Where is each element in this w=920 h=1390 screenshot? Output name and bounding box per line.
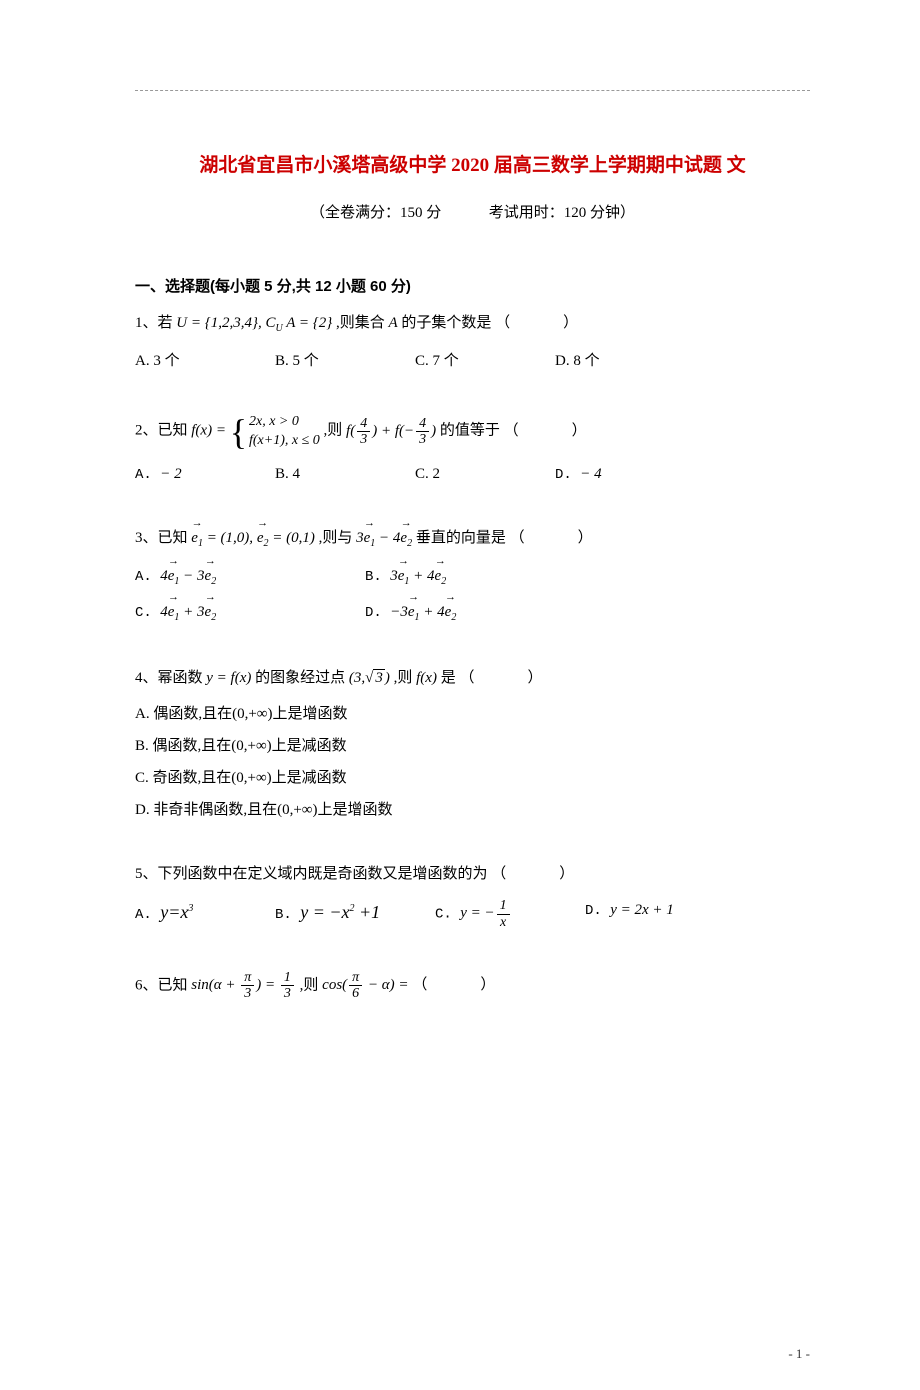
q2-opt-d: D. − 4 xyxy=(555,462,685,486)
q3-text3: 垂直的向量是 xyxy=(416,530,506,546)
q1-math: U = {1,2,3,4}, CU A = {2} xyxy=(176,315,332,331)
q4-opt-b: B. 偶函数,且在(0,+∞)上是减函数 xyxy=(135,734,810,758)
q3-text2: ,则与 xyxy=(319,530,353,546)
q1-options: A. 3 个 B. 5 个 C. 7 个 D. 8 个 xyxy=(135,349,810,373)
q3-opt-d: D. −3e1 + 4e2 xyxy=(365,600,585,626)
q5-stem: 5、下列函数中在定义域内既是奇函数又是增函数的为 （ ） xyxy=(135,862,810,886)
q3-blank: （ ） xyxy=(510,526,595,550)
q1-opt-a: A. 3 个 xyxy=(135,349,265,373)
top-divider xyxy=(135,90,810,91)
q4-opt-d: D. 非奇非偶函数,且在(0,+∞)上是增函数 xyxy=(135,798,810,822)
q6-blank: （ ） xyxy=(412,973,497,997)
q3-opt-c: C. 4e1 + 3e2 xyxy=(135,600,355,626)
q4-opt-c: C. 奇函数,且在(0,+∞)上是减函数 xyxy=(135,766,810,790)
question-1: 1、若 U = {1,2,3,4}, CU A = {2} ,则集合 A 的子集… xyxy=(135,311,810,373)
q1-text3: 的子集个数是 xyxy=(401,315,491,331)
q4-text4: 是 xyxy=(441,670,456,686)
q5-opt-a: A. y=x3 xyxy=(135,898,265,930)
question-3: 3、已知 e1 = (1,0), e2 = (0,1) ,则与 3e1 − 4e… xyxy=(135,526,810,626)
q4-point: (3,√3) xyxy=(349,669,390,686)
q5-opt-b: B. y = −x2 +1 xyxy=(275,898,425,930)
q3-opt-a: A. 4e1 − 3e2 xyxy=(135,564,355,590)
q1-text2: ,则集合 xyxy=(336,315,389,331)
q4-stem: 4、幂函数 y = f(x) 的图象经过点 (3,√3) ,则 f(x) 是 （… xyxy=(135,666,810,690)
q4-func: y = f(x) xyxy=(206,670,251,686)
q2-stem: 2、已知 f(x) = { 2x, x > 0 f(x+1), x ≤ 0 ,则… xyxy=(135,413,810,449)
q2-func: f(x) = xyxy=(191,423,229,439)
section-header: 一、选择题(每小题 5 分,共 12 小题 60 分) xyxy=(135,275,810,299)
q4-fx: f(x) xyxy=(416,670,437,686)
q6-stem: 6、已知 sin(α + π3) = 13 ,则 cos(π6 − α) = （… xyxy=(135,970,810,1002)
q1-text: 1、若 xyxy=(135,315,173,331)
question-4: 4、幂函数 y = f(x) 的图象经过点 (3,√3) ,则 f(x) 是 （… xyxy=(135,666,810,822)
q1-blank: （ ） xyxy=(495,311,580,335)
question-5: 5、下列函数中在定义域内既是奇函数又是增函数的为 （ ） A. y=x3 B. … xyxy=(135,862,810,930)
exam-subtitle: （全卷满分：150 分 考试用时：120 分钟） xyxy=(135,201,810,225)
q3-text1: 3、已知 xyxy=(135,530,188,546)
q1-opt-b: B. 5 个 xyxy=(275,349,405,373)
q2-text1: 2、已知 xyxy=(135,423,188,439)
q3-e1eq: e1 = (1,0), e2 = (0,1) xyxy=(191,530,315,546)
q2-opt-c: C. 2 xyxy=(415,462,545,486)
question-2: 2、已知 f(x) = { 2x, x > 0 f(x+1), x ≤ 0 ,则… xyxy=(135,413,810,486)
q5-blank: （ ） xyxy=(491,862,576,886)
q1-opt-d: D. 8 个 xyxy=(555,349,685,373)
q4-text1: 4、幂函数 xyxy=(135,670,203,686)
q4-opt-a: A. 偶函数,且在(0,+∞)上是增函数 xyxy=(135,702,810,726)
q3-opt-b: B. 3e1 + 4e2 xyxy=(365,564,585,590)
q3-stem: 3、已知 e1 = (1,0), e2 = (0,1) ,则与 3e1 − 4e… xyxy=(135,526,810,552)
subtitle-left: （全卷满分：150 分 xyxy=(310,205,441,221)
q4-blank: （ ） xyxy=(459,666,544,690)
question-6: 6、已知 sin(α + π3) = 13 ,则 cos(π6 − α) = （… xyxy=(135,970,810,1002)
q6-cos: cos(π6 − α) = xyxy=(322,977,412,993)
q5-options: A. y=x3 B. y = −x2 +1 C. y = −1x D. y = … xyxy=(135,898,810,930)
q3-row2: C. 4e1 + 3e2 D. −3e1 + 4e2 xyxy=(135,600,810,626)
q2-fcall: f(43) + f(−43) xyxy=(346,423,440,439)
q2-options: A. − 2 B. 4 C. 2 D. − 4 xyxy=(135,462,810,486)
q6-text2: ,则 xyxy=(300,977,319,993)
q5-text: 5、下列函数中在定义域内既是奇函数又是增函数的为 xyxy=(135,866,488,882)
q3-expr: 3e1 − 4e2 xyxy=(356,530,412,546)
q5-opt-c: C. y = −1x xyxy=(435,898,575,930)
q6-text1: 6、已知 xyxy=(135,977,188,993)
q4-options: A. 偶函数,且在(0,+∞)上是增函数 B. 偶函数,且在(0,+∞)上是减函… xyxy=(135,702,810,822)
q1-stem: 1、若 U = {1,2,3,4}, CU A = {2} ,则集合 A 的子集… xyxy=(135,311,810,337)
q6-sin: sin(α + π3) = 13 xyxy=(191,977,296,993)
q2-blank: （ ） xyxy=(504,419,589,443)
q1-varA: A xyxy=(388,315,397,331)
page-number: - 1 - xyxy=(788,1344,810,1365)
q2-brace: { 2x, x > 0 f(x+1), x ≤ 0 xyxy=(230,413,320,449)
q1-opt-c: C. 7 个 xyxy=(415,349,545,373)
q4-text3: ,则 xyxy=(394,670,413,686)
q2-case1: 2x, x > 0 xyxy=(249,413,320,431)
q2-text3: 的值等于 xyxy=(440,423,500,439)
q2-text2: ,则 xyxy=(324,423,343,439)
q5-opt-d: D. y = 2x + 1 xyxy=(585,898,715,930)
document-page: 湖北省宜昌市小溪塔高级中学 2020 届高三数学上学期期中试题 文 （全卷满分：… xyxy=(0,0,920,1390)
q2-case2: f(x+1), x ≤ 0 xyxy=(249,432,320,450)
q2-opt-a: A. − 2 xyxy=(135,462,265,486)
subtitle-right: 考试用时：120 分钟） xyxy=(489,205,635,221)
q2-opt-b: B. 4 xyxy=(275,462,405,486)
exam-title: 湖北省宜昌市小溪塔高级中学 2020 届高三数学上学期期中试题 文 xyxy=(135,151,810,181)
q4-text2: 的图象经过点 xyxy=(255,670,345,686)
q3-row1: A. 4e1 − 3e2 B. 3e1 + 4e2 xyxy=(135,564,810,590)
